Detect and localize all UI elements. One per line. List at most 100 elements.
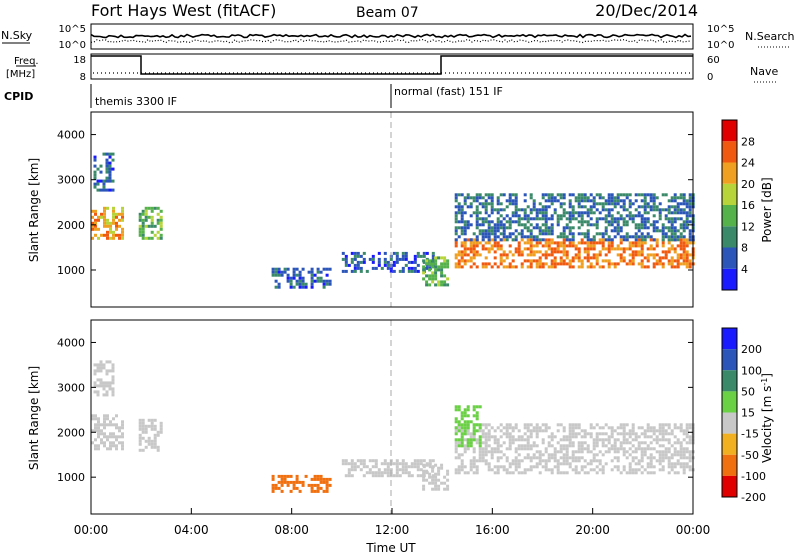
echo-cell [91,429,94,433]
echo-cell [380,474,384,478]
echo-cell [529,223,533,227]
echo-cell [619,205,623,209]
echo-cell [544,468,548,472]
echo-cell [475,211,479,215]
echo-cell [679,202,683,206]
echo-cell [592,205,596,209]
echo-cell [431,254,435,258]
echo-cell [353,257,357,261]
echo-cell [658,202,662,206]
echo-cell [676,229,680,233]
echo-cell [280,483,284,487]
echo-cell [565,250,569,254]
echo-cell [316,489,320,493]
echo-cell [431,259,435,263]
echo-cell [112,209,115,213]
echo-cell [535,211,539,215]
echo-cell [637,441,641,445]
echo-cell [688,241,692,245]
echo-cell [682,220,686,224]
colorbar-swatch [722,328,737,350]
echo-cell [118,441,121,445]
colorbar-tick-label: 8 [741,242,748,255]
echo-cell [556,459,560,463]
echo-cell [664,208,668,212]
echo-cell [102,179,106,183]
echo-cell [502,235,506,239]
echo-cell [586,444,590,448]
echo-cell [472,447,476,451]
echo-cell [616,220,620,224]
echo-cell [156,221,160,225]
echo-cell [102,393,106,397]
cpid-mode-1: themis 3300 IF [95,95,177,108]
echo-cell [472,432,476,436]
echo-cell [514,202,518,206]
echo-cell [99,360,103,364]
echo-cell [613,262,617,266]
echo-cell [604,423,608,427]
echo-cell [583,199,587,203]
echo-cell [688,456,692,460]
echo-cell [457,471,461,475]
echo-cell [538,208,542,212]
echo-cell [628,465,632,469]
echo-cell [298,273,302,277]
echo-cell [108,164,112,168]
echo-cell [93,170,97,174]
x-tick-label: 04:00 [174,523,209,537]
echo-cell [437,487,441,491]
echo-cell [613,265,617,269]
echo-cell [141,421,145,425]
echo-cell [508,471,512,475]
echo-cell [607,220,611,224]
echo-cell [428,259,432,263]
echo-cell [404,263,408,267]
echo-cell [598,193,602,197]
echo-cell [481,447,485,451]
echo-cell [502,465,506,469]
echo-cell [96,384,100,388]
echo-cell [106,230,109,234]
echo-cell [325,477,329,481]
echo-cell [111,152,115,156]
echo-cell [661,468,665,472]
echo-cell [440,466,444,470]
echo-cell [529,435,533,439]
echo-cell [475,429,479,433]
echo-cell [496,247,500,251]
echo-cell [538,226,542,230]
echo-cell [571,453,575,457]
echo-cell [649,462,653,466]
echo-cell [460,453,464,457]
echo-cell [556,250,560,254]
echo-cell [466,441,470,445]
echo-cell [658,426,662,430]
echo-cell [505,423,509,427]
echo-cell [511,220,515,224]
echo-cell [658,211,662,215]
echo-cell [520,253,524,257]
echo-cell [682,223,686,227]
echo-cell [673,471,677,475]
echo-cell [613,456,617,460]
echo-cell [469,244,473,248]
echo-cell [484,232,488,236]
echo-cell [604,462,608,466]
echo-cell [496,208,500,212]
echo-cell [607,435,611,439]
echo-cell [541,265,545,269]
echo-cell [631,459,635,463]
echo-cell [156,445,160,449]
echo-cell [481,265,485,269]
echo-cell [469,223,473,227]
echo-cell [661,238,665,242]
echo-cell [102,384,106,388]
echo-cell [466,408,470,412]
echo-cell [625,238,629,242]
echo-cell [395,465,399,469]
echo-cell [386,266,390,270]
echo-cell [646,232,650,236]
echo-cell [544,214,548,218]
echo-cell [431,481,435,485]
